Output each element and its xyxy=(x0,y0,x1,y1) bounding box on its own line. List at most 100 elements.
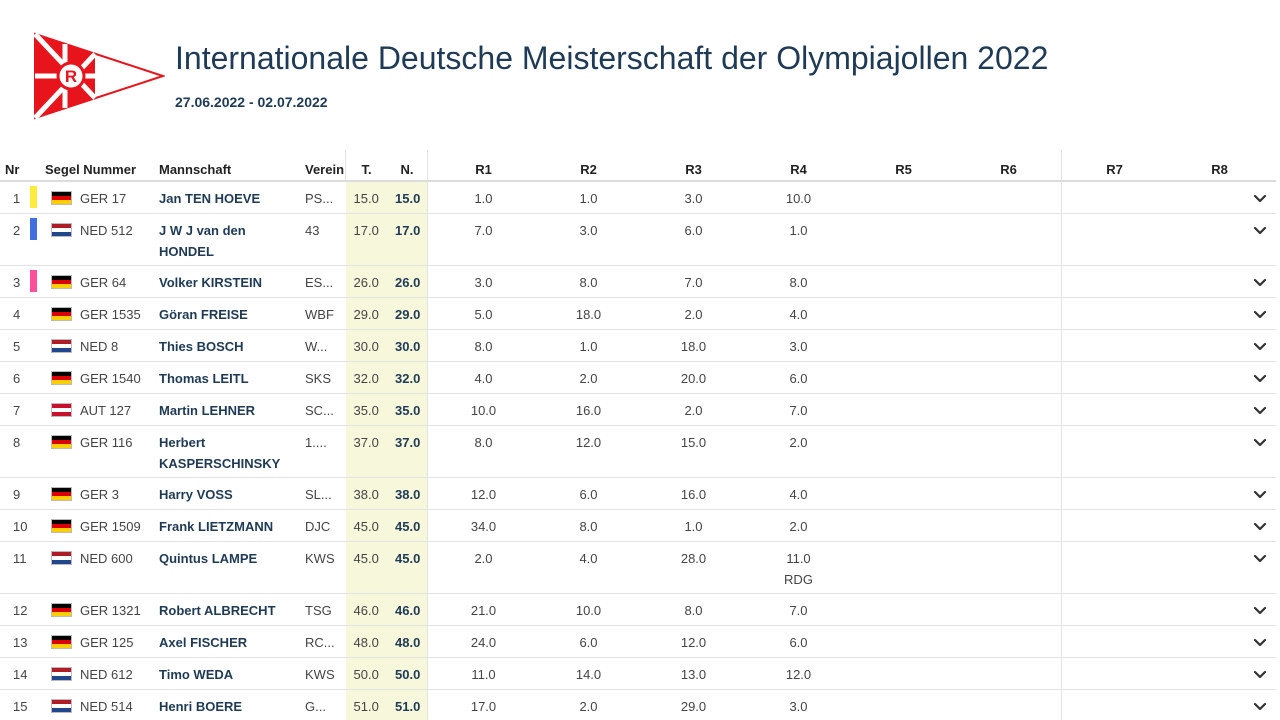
race-2-score: 10.0 xyxy=(536,593,641,626)
col-header-nr[interactable]: Nr xyxy=(0,150,45,182)
col-header-sail-number[interactable]: Segel Nummer xyxy=(45,150,159,182)
crew-name[interactable]: Thies BOSCH xyxy=(159,329,305,362)
chevron-down-icon[interactable] xyxy=(1252,634,1268,650)
rank-cell: 12 xyxy=(0,593,45,626)
race-5-score xyxy=(851,213,956,266)
col-header-r6[interactable]: R6 xyxy=(956,150,1062,182)
result-row[interactable]: 10 GER 1509 Frank LIETZMANN DJC 45.0 45.0 34.0… xyxy=(0,509,1276,542)
crew-name[interactable]: Jan TEN HOEVE xyxy=(159,181,305,214)
race-score-value: 1.0 xyxy=(684,518,703,534)
chevron-down-icon[interactable] xyxy=(1252,602,1268,618)
chevron-down-icon[interactable] xyxy=(1252,190,1268,206)
race-4-score: 7.0 xyxy=(746,593,851,626)
net-points: 46.0 xyxy=(387,593,428,626)
crew-name[interactable]: Frank LIETZMANN xyxy=(159,509,305,542)
chevron-down-icon[interactable] xyxy=(1252,698,1268,714)
result-row[interactable]: 5 NED 8 Thies BOSCH W... 30.0 30.0 8.0 1.0 18.0 3… xyxy=(0,329,1276,362)
col-divider xyxy=(427,361,431,394)
race-score-value: 1.0 xyxy=(579,338,598,354)
flag-ger-icon xyxy=(51,306,72,321)
col-header-r5[interactable]: R5 xyxy=(851,150,956,182)
result-row[interactable]: 6 GER 1540 Thomas LEITL SKS 32.0 32.0 4.0 2.0 20… xyxy=(0,361,1276,394)
chevron-down-icon[interactable] xyxy=(1252,222,1268,238)
crew-name[interactable]: Martin LEHNER xyxy=(159,393,305,426)
crew-name[interactable]: J W J van den HONDEL xyxy=(159,213,305,266)
race-score-value: 2.0 xyxy=(579,370,598,386)
chevron-down-icon[interactable] xyxy=(1252,338,1268,354)
total-points: 45.0 xyxy=(345,509,387,542)
col-header-club[interactable]: Verein xyxy=(305,150,346,182)
crew-name[interactable]: Volker KIRSTEIN xyxy=(159,265,305,298)
race-score-value: 24.0 xyxy=(470,634,497,650)
result-row[interactable]: 7 AUT 127 Martin LEHNER SC... 35.0 35.0 10.0 16… xyxy=(0,393,1276,426)
chevron-down-icon[interactable] xyxy=(1252,306,1268,322)
crew-name[interactable]: Göran FREISE xyxy=(159,297,305,330)
col-header-r2[interactable]: R2 xyxy=(536,150,641,182)
crew-name[interactable]: Robert ALBRECHT xyxy=(159,593,305,626)
rank-number: 15 xyxy=(13,698,28,714)
result-row[interactable]: 3 GER 64 Volker KIRSTEIN ES... 26.0 26.0 3.0 8.… xyxy=(0,265,1276,298)
race-8-score xyxy=(1167,477,1272,510)
chevron-down-icon[interactable] xyxy=(1252,550,1268,566)
col-header-total[interactable]: T. xyxy=(345,150,387,182)
chevron-down-icon[interactable] xyxy=(1252,370,1268,386)
crew-name[interactable]: Harry VOSS xyxy=(159,477,305,510)
result-row[interactable]: 14 NED 612 Timo WEDA KWS 50.0 50.0 11.0 14.0 13.… xyxy=(0,657,1276,690)
race-3-score: 2.0 xyxy=(641,393,746,426)
sail-number: NED 600 xyxy=(80,550,133,566)
crew-name[interactable]: Axel FISCHER xyxy=(159,625,305,658)
crew-name[interactable]: Henri BOERE xyxy=(159,689,305,720)
race-3-score: 13.0 xyxy=(641,657,746,690)
race-score-value: 8.0 xyxy=(579,274,598,290)
rank-number: 13 xyxy=(13,634,28,650)
crew-name[interactable]: Quintus LAMPE xyxy=(159,541,305,594)
chevron-down-icon[interactable] xyxy=(1252,666,1268,682)
race-6-score xyxy=(956,297,1062,330)
result-row[interactable]: 15 NED 514 Henri BOERE G... 51.0 51.0 17.0 2.0 2… xyxy=(0,689,1276,720)
sail-number-cell: GER 17 xyxy=(45,181,159,214)
race-5-score xyxy=(851,657,956,690)
rank-marker-blue xyxy=(30,217,37,240)
chevron-down-icon[interactable] xyxy=(1252,486,1268,502)
race-2-score: 1.0 xyxy=(536,181,641,214)
flag-ger-icon xyxy=(51,602,72,617)
result-row[interactable]: 8 GER 116 Herbert KASPERSCHINSKY 1.... 37.0 3… xyxy=(0,425,1276,478)
col-header-r7[interactable]: R7 xyxy=(1061,150,1167,182)
result-row[interactable]: 1 GER 17 Jan TEN HOEVE PS... 15.0 15.0 1.0 1.0 3… xyxy=(0,181,1276,214)
race-3-score: 7.0 xyxy=(641,265,746,298)
crew-name[interactable]: Timo WEDA xyxy=(159,657,305,690)
race-2-score: 16.0 xyxy=(536,393,641,426)
result-row[interactable]: 12 GER 1321 Robert ALBRECHT TSG 46.0 46.0 21.0… xyxy=(0,593,1276,626)
race-score-value: 8.0 xyxy=(474,434,493,450)
race-7-score xyxy=(1061,329,1167,362)
net-points: 29.0 xyxy=(387,297,428,330)
chevron-down-icon[interactable] xyxy=(1252,518,1268,534)
result-row[interactable]: 11 NED 600 Quintus LAMPE KWS 45.0 45.0 2.0 4.0 2… xyxy=(0,541,1276,594)
result-row[interactable]: 13 GER 125 Axel FISCHER RC... 48.0 48.0 24.0 6.… xyxy=(0,625,1276,658)
crew-name[interactable]: Thomas LEITL xyxy=(159,361,305,394)
result-row[interactable]: 9 GER 3 Harry VOSS SL... 38.0 38.0 12.0 6.0 16.0… xyxy=(0,477,1276,510)
race-score-value: 20.0 xyxy=(680,370,707,386)
result-row[interactable]: 4 GER 1535 Göran FREISE WBF 29.0 29.0 5.0 18.0 2… xyxy=(0,297,1276,330)
race-8-score xyxy=(1167,297,1272,330)
flag-aut-icon xyxy=(51,402,72,417)
race-score-value: 10.0 xyxy=(785,191,812,206)
chevron-down-icon[interactable] xyxy=(1252,402,1268,418)
col-header-r8[interactable]: R8 xyxy=(1167,150,1272,182)
col-header-r1[interactable]: R1 xyxy=(431,150,536,182)
col-header-r4[interactable]: R4 xyxy=(746,150,851,182)
net-points: 38.0 xyxy=(387,477,428,510)
rank-number: 7 xyxy=(13,402,21,418)
crew-name[interactable]: Herbert KASPERSCHINSKY xyxy=(159,425,305,478)
chevron-down-icon[interactable] xyxy=(1252,274,1268,290)
chevron-down-icon[interactable] xyxy=(1252,434,1268,450)
col-header-crew[interactable]: Mannschaft xyxy=(159,150,305,182)
col-header-r3[interactable]: R3 xyxy=(641,150,746,182)
race-score-value: 12.0 xyxy=(785,666,812,682)
flag-ger-icon xyxy=(51,486,72,501)
club-name: W... xyxy=(305,329,346,362)
sail-number: NED 8 xyxy=(80,338,119,354)
result-row[interactable]: 2 NED 512 J W J van den HONDEL 43 17.0 17.0 7.… xyxy=(0,213,1276,266)
race-score-value: 29.0 xyxy=(680,698,707,714)
col-header-net[interactable]: N. xyxy=(387,150,428,182)
